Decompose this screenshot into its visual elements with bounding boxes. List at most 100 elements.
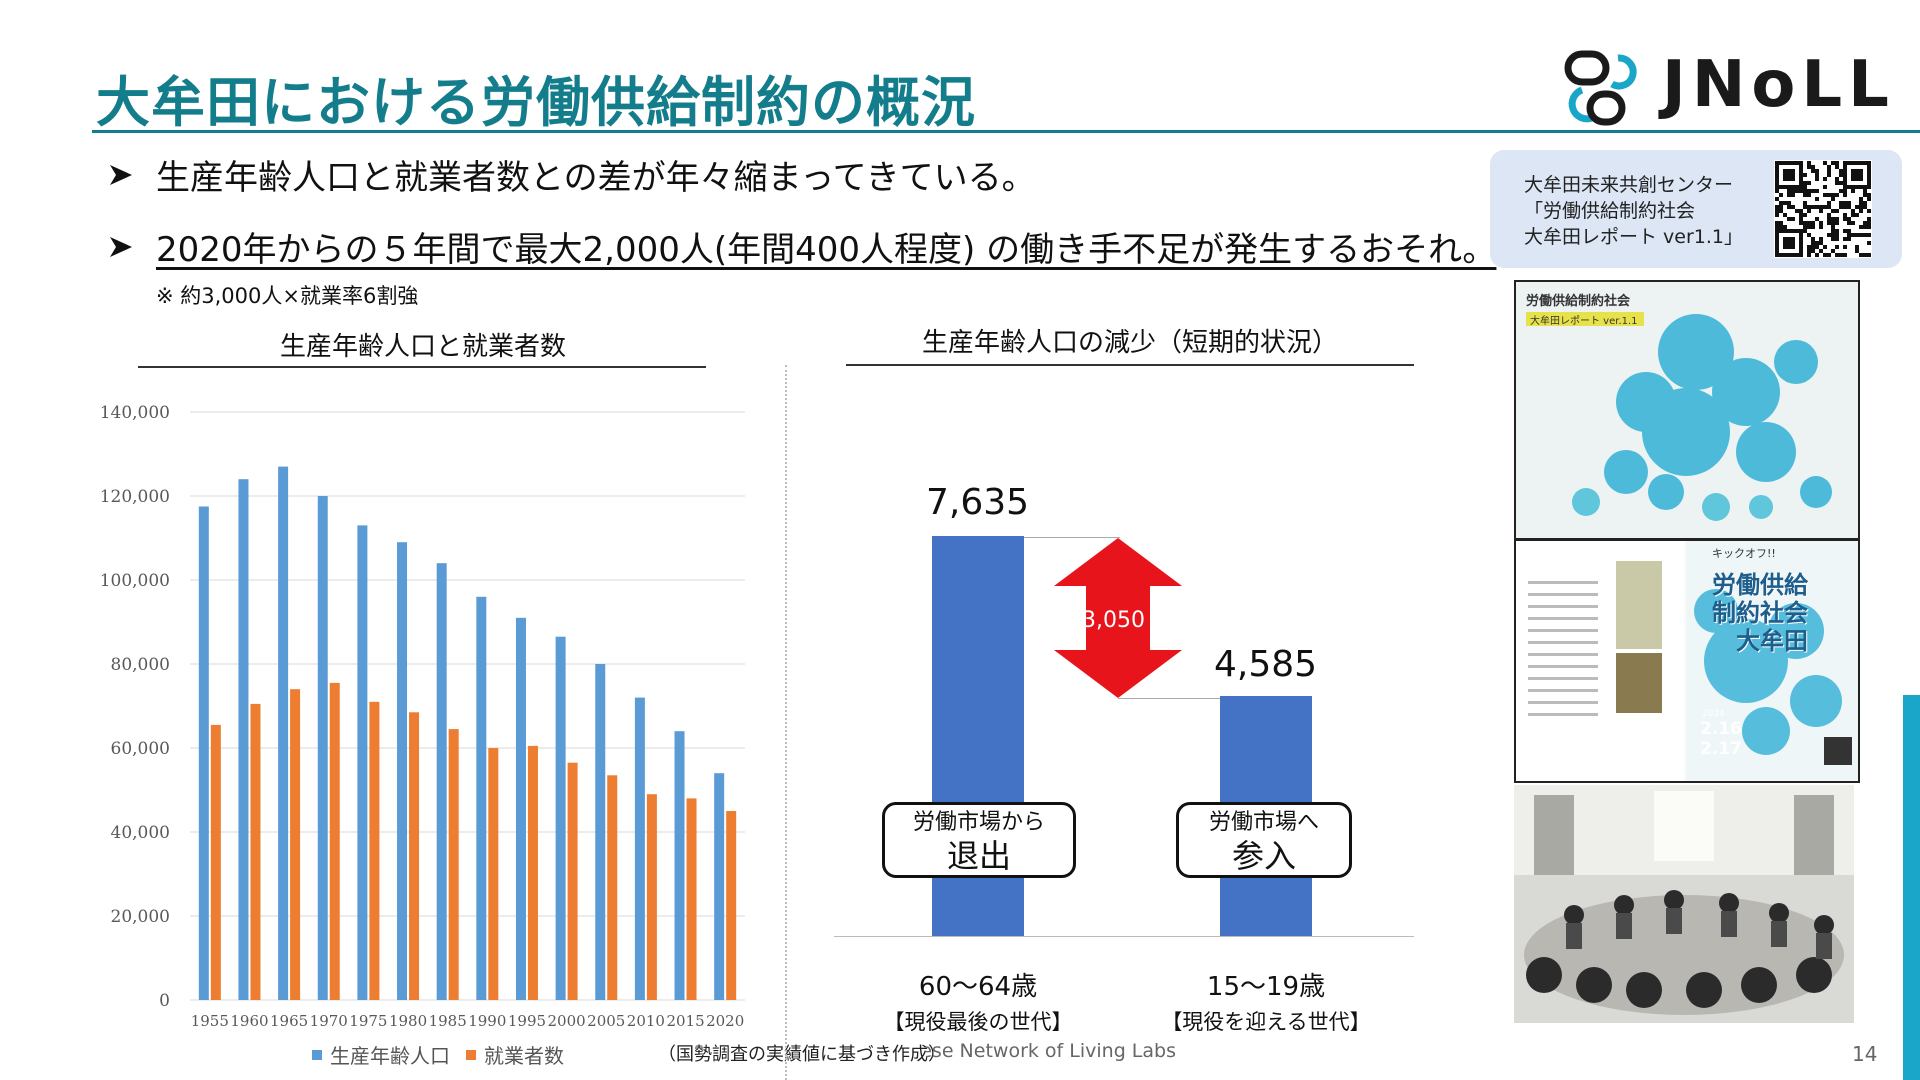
x-tick-label: 1955 bbox=[191, 1012, 229, 1030]
x-tick-label: 1970 bbox=[310, 1012, 348, 1030]
right-chart-baseline bbox=[834, 936, 1414, 937]
legend-swatch-working-age bbox=[312, 1049, 322, 1060]
x-tick-label: 1990 bbox=[468, 1012, 506, 1030]
logo-wordmark: JNoLL bbox=[1662, 48, 1895, 122]
jnoll-logo: JNoLL bbox=[1562, 44, 1912, 130]
population-bar-chart: 0 20,000 40,000 60,000 80,000 100,000 120,000 1… bbox=[100, 403, 745, 1030]
x-tick-label: 1985 bbox=[429, 1012, 467, 1030]
bullet-1-text: 生産年齢人口と就業者数との差が年々縮まってきている。 bbox=[156, 158, 1036, 198]
footnote: ※ 約3,000人×就業率6割強 bbox=[156, 284, 419, 308]
event-flyer-image: キックオフ!! 労働供給 制約社会 大牟田 2024 2.16 2.17 bbox=[1514, 539, 1860, 783]
x-tick-label: 2005 bbox=[587, 1012, 625, 1030]
flyer-title-line: 制約社会 bbox=[1712, 599, 1808, 627]
x-tick-label: 2015 bbox=[666, 1012, 704, 1030]
bar-employed bbox=[567, 762, 578, 1000]
x-tick-label: 1995 bbox=[508, 1012, 546, 1030]
left-chart-title-rule bbox=[138, 366, 706, 368]
bar-working-age bbox=[515, 617, 526, 1000]
title-underline bbox=[92, 130, 1920, 133]
legend-swatch-employed bbox=[466, 1049, 476, 1060]
bar-employed bbox=[726, 811, 737, 1000]
flyer-title-line: 大牟田 bbox=[1736, 627, 1808, 655]
enter-market-tag: 労働市場へ 参入 bbox=[1176, 802, 1352, 878]
bar-employed bbox=[290, 689, 301, 1000]
bar-value-label: 4,585 bbox=[1213, 644, 1318, 685]
y-tick-label: 100,000 bbox=[100, 571, 170, 591]
photo-scene-icon bbox=[1514, 785, 1854, 1023]
arrow-bullet-icon bbox=[110, 236, 132, 257]
tag-big-text: 参入 bbox=[1231, 837, 1296, 875]
cover-title: 労働供給制約社会 bbox=[1526, 294, 1631, 309]
tag-big-text: 退出 bbox=[946, 837, 1011, 875]
bar-working-age bbox=[317, 496, 328, 1000]
page-number: 14 bbox=[1852, 1042, 1878, 1066]
y-tick-label: 0 bbox=[159, 991, 170, 1011]
legend-label: 生産年齢人口 bbox=[330, 1044, 450, 1068]
x-tick-label: 1980 bbox=[389, 1012, 427, 1030]
double-arrow-icon bbox=[1054, 538, 1182, 698]
info-line: 大牟田レポート ver1.1」 bbox=[1524, 226, 1744, 248]
bar-working-age bbox=[555, 636, 566, 1000]
right-chart-title-rule bbox=[846, 364, 1414, 366]
info-line: 大牟田未来共創センター bbox=[1524, 174, 1734, 196]
bar-working-age bbox=[674, 731, 685, 1000]
flyer-title-line: 労働供給 bbox=[1712, 571, 1808, 599]
difference-label: 3,050 bbox=[1082, 608, 1145, 633]
age-label: 60〜64歳 bbox=[918, 972, 1038, 1002]
bar-employed bbox=[329, 682, 340, 1000]
bar-employed bbox=[488, 748, 499, 1000]
side-accent-bar bbox=[1903, 695, 1920, 1080]
bar-employed bbox=[369, 701, 380, 1000]
connector-line bbox=[1118, 698, 1220, 699]
y-tick-label: 80,000 bbox=[111, 655, 170, 675]
workshop-photo bbox=[1514, 785, 1854, 1023]
bar-employed bbox=[448, 729, 459, 1000]
x-tick-label: 1965 bbox=[270, 1012, 308, 1030]
y-tick-label: 60,000 bbox=[111, 739, 170, 759]
cover-subtitle: 大牟田レポート ver.1.1 bbox=[1530, 316, 1638, 327]
bar-employed bbox=[527, 745, 538, 1000]
bar-employed bbox=[686, 798, 697, 1000]
flyer-date: 2.16 bbox=[1700, 719, 1742, 739]
report-info-box: 大牟田未来共創センター 「労働供給制約社会 大牟田レポート ver1.1」 bbox=[1490, 150, 1902, 268]
bullet-2: 2020年からの５年間で最大2,000人(年間400人程度) の働き手不足が発生… bbox=[108, 222, 1496, 271]
flyer-art-icon bbox=[1516, 541, 1858, 781]
flyer-kickoff: キックオフ!! bbox=[1712, 547, 1776, 560]
age-label: 15〜19歳 bbox=[1206, 972, 1326, 1002]
flyer-year: 2024 bbox=[1702, 709, 1725, 719]
bar-employed bbox=[210, 724, 221, 1000]
chart-legend: 生産年齢人口 就業者数 bbox=[312, 1040, 564, 1069]
bar-employed bbox=[250, 703, 261, 1000]
x-tick-label: 2010 bbox=[627, 1012, 665, 1030]
qr-code-icon[interactable] bbox=[1774, 160, 1872, 258]
tag-small-text: 労働市場へ bbox=[1208, 810, 1319, 835]
x-tick-label: 2020 bbox=[706, 1012, 744, 1030]
y-tick-label: 140,000 bbox=[100, 403, 170, 423]
flyer-date: 2.17 bbox=[1700, 739, 1742, 759]
bar-working-age bbox=[198, 506, 209, 1000]
bar-employed bbox=[409, 712, 420, 1000]
bar-working-age bbox=[634, 697, 645, 1000]
cover-art-icon bbox=[1516, 282, 1858, 538]
x-tick-label: 2000 bbox=[548, 1012, 586, 1030]
bar-working-age bbox=[278, 466, 289, 1001]
bar-working-age bbox=[397, 542, 408, 1000]
bar-working-age bbox=[595, 664, 606, 1000]
flyer-title: 労働供給 制約社会 大牟田 bbox=[1712, 571, 1808, 655]
column-divider bbox=[785, 365, 787, 1080]
generation-label: 【現役を迎える世代】 bbox=[1161, 1010, 1371, 1034]
bar-employed bbox=[607, 775, 618, 1000]
arrow-bullet-icon bbox=[110, 164, 132, 185]
bar-working-age bbox=[357, 525, 368, 1000]
y-tick-label: 120,000 bbox=[100, 487, 170, 507]
left-chart-title: 生産年齢人口と就業者数 bbox=[279, 332, 566, 362]
report-cover-image: 労働供給制約社会 大牟田レポート ver.1.1 bbox=[1514, 280, 1860, 540]
bullet-2-text: 2020年からの５年間で最大2,000人(年間400人程度) の働き手不足が発生… bbox=[156, 230, 1497, 270]
bar-working-age bbox=[714, 773, 725, 1000]
x-tick-label: 1975 bbox=[349, 1012, 387, 1030]
y-tick-label: 20,000 bbox=[111, 907, 170, 927]
page-title: 大牟田における労働供給制約の概況 bbox=[96, 71, 976, 134]
footer-organization: Japanese Network of Living Labs bbox=[926, 1040, 1176, 1062]
exit-market-tag: 労働市場から 退出 bbox=[882, 802, 1076, 878]
logo-mark-icon bbox=[1564, 50, 1637, 126]
